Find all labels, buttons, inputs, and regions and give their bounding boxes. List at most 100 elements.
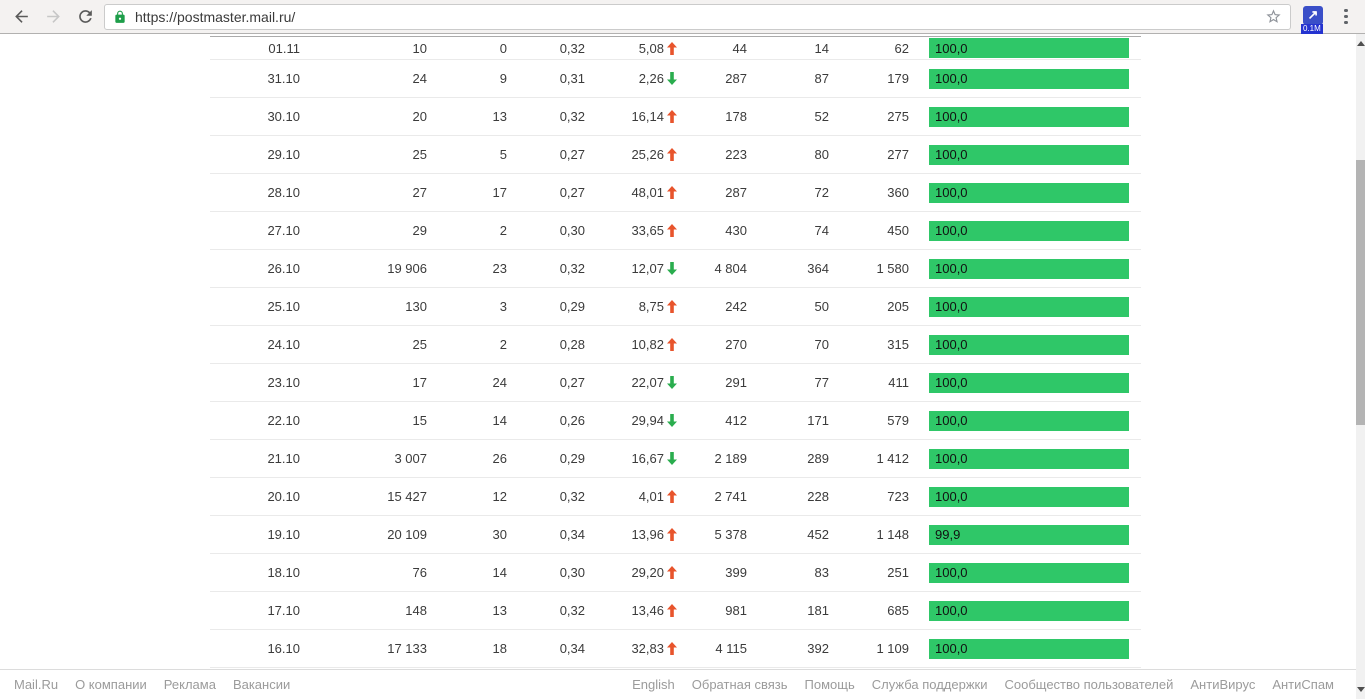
trend-arrow-icon: [667, 642, 677, 655]
cell-change: 16,14: [585, 109, 678, 124]
scrollbar-thumb[interactable]: [1356, 160, 1365, 425]
change-value: 5,08: [638, 40, 664, 56]
secure-lock-icon: [113, 10, 127, 24]
cell-opened: 399: [725, 565, 747, 580]
cell-opened: 412: [725, 413, 747, 428]
cell-complaints: 5: [499, 147, 507, 162]
cell-removed: 392: [807, 641, 829, 656]
cell-complaints: 2: [499, 223, 507, 238]
cell-complaints: 17: [492, 185, 507, 200]
cell-complaints: 2: [499, 337, 507, 352]
cell-date: 17.10: [267, 603, 300, 618]
cell-delivered: 100,0: [929, 486, 1129, 507]
browser-menu-button[interactable]: [1337, 6, 1355, 28]
delivered-bar: 100,0: [929, 562, 1129, 583]
footer-link[interactable]: Вакансии: [232, 677, 291, 692]
change-value: 33,65: [631, 223, 664, 238]
cell-complaints: 3: [499, 299, 507, 314]
cell-date: 24.10: [267, 337, 300, 352]
cell-rate: 0,27: [559, 147, 585, 162]
footer-link[interactable]: АнтиСпам: [1272, 677, 1334, 692]
cell-change: 12,07: [585, 261, 678, 276]
cell-delivered: 100,0: [929, 296, 1129, 317]
cell-date: 01.11: [268, 40, 300, 56]
menu-dot: [1344, 14, 1348, 19]
cell-sent: 15 427: [387, 489, 427, 504]
cell-rate: 0,30: [559, 565, 585, 580]
reload-button[interactable]: [72, 4, 98, 30]
cell-complaints: 30: [492, 527, 507, 542]
cell-date: 29.10: [267, 147, 300, 162]
cell-removed: 87: [814, 71, 829, 86]
address-bar[interactable]: https://postmaster.mail.ru/: [104, 3, 1291, 30]
footer-link[interactable]: Реклама: [163, 677, 216, 692]
table-row: 18.10 76 14 0,30 29,20 399 83 251 100,0: [210, 554, 1141, 592]
cell-total: 277: [887, 147, 909, 162]
footer-right-links: English Обратная связь Помощь Служба поддер…: [632, 677, 1334, 692]
scroll-down-arrow-icon[interactable]: [1356, 687, 1365, 692]
back-button[interactable]: [8, 4, 34, 30]
forward-button[interactable]: [40, 4, 66, 30]
browser-toolbar: https://postmaster.mail.ru/ ↗ 0.1M: [0, 0, 1365, 34]
table-row: 27.10 29 2 0,30 33,65 430 74 450 100,0: [210, 212, 1141, 250]
change-value: 4,01: [638, 489, 664, 504]
footer-link[interactable]: Помощь: [804, 677, 855, 692]
bookmark-star-icon[interactable]: [1265, 8, 1282, 25]
delivered-bar: 100,0: [929, 410, 1129, 431]
footer-link[interactable]: English: [632, 677, 675, 692]
footer-link[interactable]: Обратная связь: [691, 677, 788, 692]
vertical-scrollbar[interactable]: [1356, 34, 1365, 699]
cell-delivered: 100,0: [929, 372, 1129, 393]
cell-rate: 0,29: [559, 299, 585, 314]
menu-dot: [1344, 20, 1348, 25]
cell-date: 20.10: [267, 489, 300, 504]
cell-date: 23.10: [267, 375, 300, 390]
cell-removed: 364: [807, 261, 829, 276]
table-row: 23.10 17 24 0,27 22,07 291 77 411 100,0: [210, 364, 1141, 402]
cell-opened: 223: [725, 147, 747, 162]
trend-arrow-icon: [667, 376, 677, 389]
change-value: 32,83: [631, 641, 664, 656]
delivered-bar: 100,0: [929, 296, 1129, 317]
back-icon: [14, 10, 28, 23]
cell-sent: 148: [405, 603, 427, 618]
trend-arrow-icon: [667, 72, 677, 85]
cell-sent: 15: [412, 413, 427, 428]
cell-change: 10,82: [585, 337, 678, 352]
delivered-value: 100,0: [935, 147, 968, 162]
trend-arrow-icon: [667, 528, 677, 541]
delivered-value: 100,0: [935, 337, 968, 352]
cell-rate: 0,32: [559, 603, 585, 618]
cell-removed: 74: [814, 223, 829, 238]
menu-dot: [1344, 8, 1348, 13]
delivered-value: 100,0: [935, 185, 968, 200]
forward-icon: [46, 10, 60, 23]
cell-opened: 4 804: [714, 261, 747, 276]
rank-extension-button[interactable]: ↗ 0.1M: [1301, 5, 1325, 34]
cell-change: 2,26: [585, 71, 678, 86]
cell-rate: 0,32: [559, 40, 585, 56]
cell-removed: 72: [814, 185, 829, 200]
cell-rate: 0,27: [559, 185, 585, 200]
delivered-bar: 99,9: [929, 524, 1129, 545]
url-text[interactable]: https://postmaster.mail.ru/: [135, 8, 296, 25]
cell-sent: 17: [412, 375, 427, 390]
cell-delivered: 100,0: [929, 68, 1129, 89]
cell-date: 22.10: [267, 413, 300, 428]
change-value: 29,20: [631, 565, 664, 580]
footer-link[interactable]: О компании: [75, 677, 147, 692]
cell-rate: 0,30: [559, 223, 585, 238]
trend-arrow-icon: [667, 490, 677, 503]
delivered-value: 100,0: [935, 40, 968, 56]
cell-sent: 19 906: [387, 261, 427, 276]
footer-link[interactable]: Служба поддержки: [871, 677, 988, 692]
cell-opened: 270: [725, 337, 747, 352]
change-value: 13,96: [631, 527, 664, 542]
delivered-bar: 100,0: [929, 220, 1129, 241]
footer-link[interactable]: Mail.Ru: [14, 677, 59, 692]
table-row: 21.10 3 007 26 0,29 16,67 2 189 289 1 41…: [210, 440, 1141, 478]
scroll-up-arrow-icon[interactable]: [1356, 41, 1365, 46]
cell-date: 18.10: [267, 565, 300, 580]
footer-link[interactable]: АнтиВирус: [1190, 677, 1256, 692]
footer-link[interactable]: Сообщество пользователей: [1004, 677, 1174, 692]
